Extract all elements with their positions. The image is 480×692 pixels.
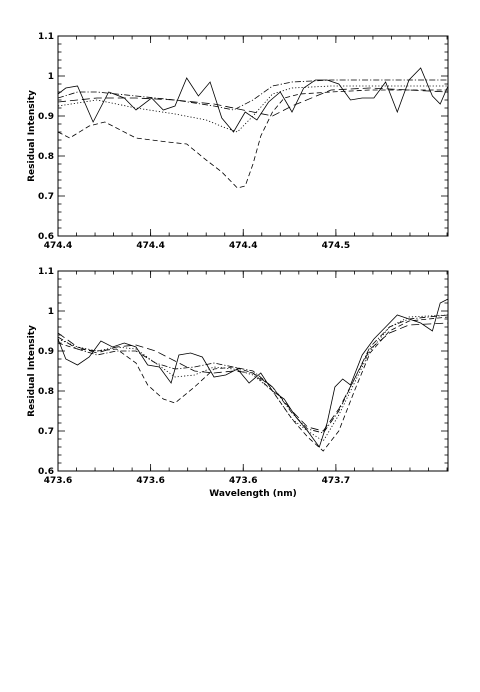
y-tick-label: 0.8 <box>38 152 54 162</box>
series-line-dashed <box>58 89 448 189</box>
x-tick-label: 474.4 <box>136 241 164 251</box>
plot-frame <box>57 35 449 237</box>
x-axis-title: Wavelength (nm) <box>209 489 297 499</box>
x-tick-label: 473.6 <box>229 476 257 486</box>
series-line-dash-dot <box>58 314 448 434</box>
y-tick-label: 0.7 <box>38 192 54 202</box>
y-tick-label: 1.1 <box>38 267 54 277</box>
chart-panel-2: 0.6 0.7 0.8 0.9 1 1.1 473.6 473.6 473.6 473.7 Resi… <box>27 267 449 499</box>
x-tick-label: 473.6 <box>44 476 72 486</box>
y-tick-label: 0.9 <box>38 347 54 357</box>
y-tick-label: 0.9 <box>38 112 54 122</box>
plot-frame <box>57 270 449 472</box>
series-line-dotted <box>58 314 448 442</box>
y-tick-label: 0.7 <box>38 427 54 437</box>
series-line-solid <box>58 67 448 133</box>
chart-panel-1: 0.6 0.7 0.8 0.9 1 1.1 474.4 474.4 474.4 474.5 Resi… <box>27 32 449 251</box>
y-tick-label: 1 <box>48 307 54 317</box>
x-tick-label: 473.6 <box>136 476 164 486</box>
y-tick-label: 1.1 <box>38 32 54 42</box>
series-line-dashed-long <box>58 322 448 432</box>
x-tick-label: 474.5 <box>322 241 350 251</box>
series-line-dashed <box>58 316 448 452</box>
series-line-dash-dot <box>58 79 448 111</box>
y-axis-title: Residual Intensity <box>27 325 37 417</box>
x-tick-label: 473.7 <box>322 476 350 486</box>
y-tick-label: 0.6 <box>38 232 54 242</box>
series-line-dashed-long <box>58 87 448 117</box>
y-axis-title: Residual Intensity <box>27 90 37 182</box>
y-tick-label: 0.8 <box>38 387 54 397</box>
x-tick-label: 474.4 <box>44 241 72 251</box>
x-tick-label: 474.4 <box>229 241 257 251</box>
series-line-solid <box>58 298 448 448</box>
y-tick-label: 1 <box>48 72 54 82</box>
y-tick-label: 0.6 <box>38 467 54 477</box>
